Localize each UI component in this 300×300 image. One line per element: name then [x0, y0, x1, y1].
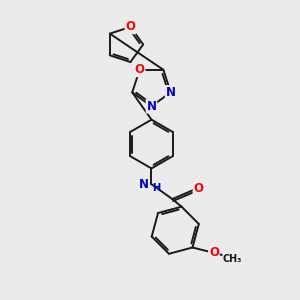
- Text: N: N: [139, 178, 149, 191]
- Text: O: O: [209, 246, 219, 259]
- Text: H: H: [152, 183, 161, 193]
- Text: N: N: [146, 100, 157, 113]
- Text: O: O: [125, 20, 135, 34]
- Text: N: N: [166, 86, 176, 99]
- Text: CH₃: CH₃: [223, 254, 242, 264]
- Text: O: O: [194, 182, 203, 195]
- Text: O: O: [135, 63, 145, 76]
